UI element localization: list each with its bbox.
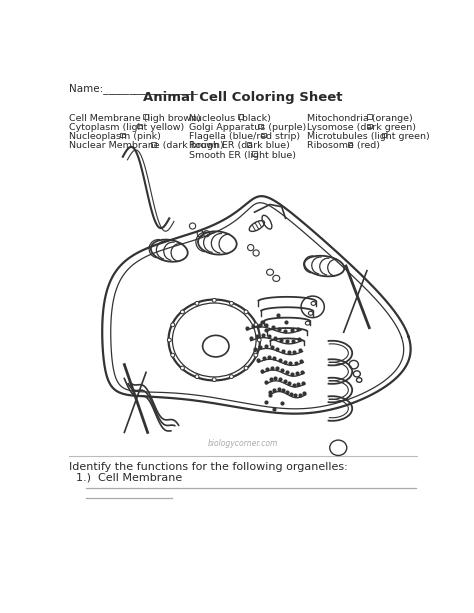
Text: Mitochondria (orange): Mitochondria (orange) [307, 113, 413, 123]
Ellipse shape [244, 366, 248, 370]
Text: Microtubules (light green): Microtubules (light green) [307, 132, 430, 141]
Bar [367, 115, 372, 119]
Text: 1.)  Cell Membrane: 1.) Cell Membrane [76, 473, 182, 482]
Text: Cytoplasm (light yellow): Cytoplasm (light yellow) [69, 123, 184, 132]
Text: Flagella (blue/red strip): Flagella (blue/red strip) [190, 132, 301, 141]
Text: Lysomose (dark green): Lysomose (dark green) [307, 123, 416, 132]
Ellipse shape [195, 375, 199, 379]
Ellipse shape [254, 323, 258, 327]
Text: Animal Cell Coloring Sheet: Animal Cell Coloring Sheet [143, 91, 343, 104]
Ellipse shape [212, 378, 216, 381]
Bar [382, 133, 386, 137]
Ellipse shape [257, 338, 261, 342]
Ellipse shape [229, 302, 233, 305]
Text: Identify the functions for the following organelles:: Identify the functions for the following… [69, 462, 347, 471]
Ellipse shape [229, 375, 233, 379]
Bar [261, 133, 265, 137]
Ellipse shape [171, 323, 174, 327]
Text: Smooth ER (light blue): Smooth ER (light blue) [190, 151, 296, 159]
Text: Cell Membrane (ligh brown): Cell Membrane (ligh brown) [69, 113, 201, 123]
Text: biologycorner.com: biologycorner.com [208, 440, 278, 448]
Text: Rough ER (dark blue): Rough ER (dark blue) [190, 142, 290, 150]
Bar [120, 133, 125, 137]
Bar [151, 142, 156, 147]
Ellipse shape [212, 299, 216, 302]
Ellipse shape [171, 353, 174, 357]
Bar [347, 142, 352, 147]
Bar [367, 124, 372, 128]
Text: Ribosome (red): Ribosome (red) [307, 142, 380, 150]
Bar [258, 124, 263, 128]
Ellipse shape [254, 353, 258, 357]
Text: Name:__________________: Name:__________________ [69, 83, 197, 94]
Bar [238, 115, 243, 119]
Bar [137, 124, 142, 128]
Bar [247, 142, 251, 147]
Ellipse shape [244, 310, 248, 314]
Ellipse shape [181, 366, 184, 370]
Text: Nucleolus (black): Nucleolus (black) [190, 113, 271, 123]
Ellipse shape [195, 302, 199, 305]
Bar [143, 115, 147, 119]
Bar [253, 151, 257, 156]
Text: Nuclear Membrane (dark brown): Nuclear Membrane (dark brown) [69, 142, 223, 150]
Text: Nucleoplasm (pink): Nucleoplasm (pink) [69, 132, 160, 141]
Ellipse shape [181, 310, 184, 314]
Ellipse shape [167, 338, 171, 342]
Text: Golgi Apparatus (purple): Golgi Apparatus (purple) [190, 123, 307, 132]
